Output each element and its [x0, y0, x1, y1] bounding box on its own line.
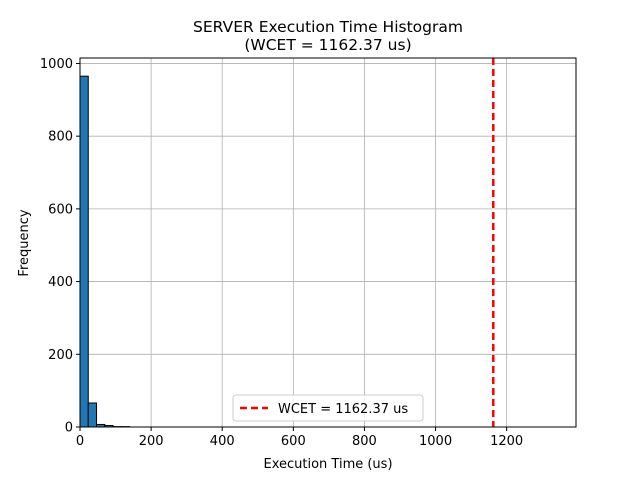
y-axis-label: Frequency [17, 209, 32, 276]
x-tick-label-6: 1200 [490, 434, 523, 449]
plot-frame [79, 57, 577, 428]
legend-box [232, 394, 424, 422]
histogram-bars [79, 75, 131, 428]
x-tick-label-1: 200 [139, 434, 164, 449]
y-tick-label-3: 600 [48, 202, 73, 217]
y-tick-label-5: 1000 [40, 57, 73, 72]
x-tick-label-2: 400 [210, 434, 235, 449]
chart-title-line-2: (WCET = 1162.37 us) [244, 36, 411, 54]
x-axis-label: Execution Time (us) [263, 457, 392, 472]
grid-lines [79, 58, 576, 428]
y-tick-label-0: 0 [65, 421, 73, 436]
y-axis-ticks: 0 200 400 600 800 1000 [40, 57, 80, 436]
x-tick-label-4: 800 [352, 434, 377, 449]
x-tick-label-0: 0 [76, 434, 84, 449]
y-tick-label-2: 400 [48, 275, 73, 290]
histogram-bar-1 [87, 402, 98, 428]
histogram-bar-0 [79, 75, 89, 428]
x-tick-label-3: 600 [281, 434, 306, 449]
y-tick-label-4: 800 [48, 130, 73, 145]
x-tick-label-5: 1000 [419, 434, 452, 449]
legend-wcet-label: WCET = 1162.37 us [278, 402, 408, 417]
x-axis-ticks: 0 200 400 600 800 1000 1200 [76, 427, 523, 449]
legend: WCET = 1162.37 us [232, 394, 424, 422]
chart-title-line-1: SERVER Execution Time Histogram [193, 18, 463, 36]
y-tick-label-1: 200 [48, 348, 73, 363]
